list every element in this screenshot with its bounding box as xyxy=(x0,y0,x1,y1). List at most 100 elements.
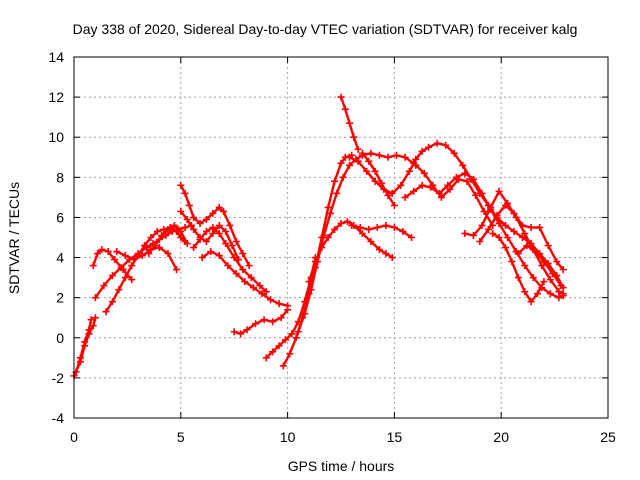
data-point xyxy=(177,181,185,189)
data-point xyxy=(418,181,426,189)
data-point xyxy=(98,246,106,254)
data-point xyxy=(390,223,398,231)
data-point xyxy=(358,149,366,157)
data-point xyxy=(365,225,373,233)
data-point xyxy=(85,326,93,334)
y-tick-label: 12 xyxy=(48,89,64,105)
data-point xyxy=(275,300,283,308)
data-point xyxy=(269,318,277,326)
data-point xyxy=(226,221,234,229)
data-point xyxy=(508,258,516,266)
data-point xyxy=(461,229,469,237)
data-point xyxy=(390,201,398,209)
data-point xyxy=(469,175,477,183)
data-point xyxy=(173,266,181,274)
data-point xyxy=(437,193,445,201)
data-point xyxy=(76,354,84,362)
series-track-11 xyxy=(198,248,292,310)
data-point xyxy=(215,229,223,237)
y-axis-label: SDTVAR / TECUs xyxy=(6,182,22,294)
data-point xyxy=(333,189,341,197)
data-point xyxy=(145,250,153,258)
data-point xyxy=(326,209,334,217)
data-point xyxy=(384,191,392,199)
data-point xyxy=(339,173,347,181)
data-point xyxy=(215,252,223,260)
y-tick-label: -2 xyxy=(52,370,65,386)
data-point xyxy=(222,227,230,235)
data-point xyxy=(521,262,529,270)
series-line xyxy=(361,152,396,207)
series-track-20 xyxy=(358,149,398,209)
data-point xyxy=(534,290,542,298)
data-point xyxy=(262,288,270,296)
data-point xyxy=(450,149,458,157)
data-point xyxy=(320,231,328,239)
data-point xyxy=(501,201,509,209)
data-point xyxy=(420,169,428,177)
data-point xyxy=(367,238,375,246)
data-point xyxy=(527,223,535,231)
data-point xyxy=(548,270,556,278)
data-point xyxy=(356,223,364,231)
data-point xyxy=(237,330,245,338)
data-point xyxy=(559,290,567,298)
data-point xyxy=(130,256,138,264)
data-point xyxy=(480,207,488,215)
series-line xyxy=(517,244,563,287)
data-point xyxy=(521,288,529,296)
data-point xyxy=(388,254,396,262)
data-point xyxy=(529,274,537,282)
data-point xyxy=(260,316,268,324)
data-point xyxy=(267,296,275,304)
data-point xyxy=(245,262,253,270)
data-point xyxy=(164,225,172,233)
series-line xyxy=(414,164,494,227)
data-point xyxy=(429,181,437,189)
data-point xyxy=(407,234,415,241)
data-point xyxy=(555,288,563,296)
data-point xyxy=(111,256,119,264)
data-point xyxy=(224,262,232,270)
data-point xyxy=(275,342,283,350)
data-point xyxy=(412,161,420,169)
data-point xyxy=(476,238,484,246)
data-point xyxy=(209,229,217,237)
data-point xyxy=(215,221,223,229)
data-point xyxy=(198,254,206,262)
data-point xyxy=(190,244,198,252)
data-point xyxy=(540,278,548,286)
data-point xyxy=(371,177,379,185)
y-tick-label: 6 xyxy=(56,209,64,225)
data-point xyxy=(164,250,172,258)
data-point xyxy=(228,242,236,250)
data-point xyxy=(230,328,238,336)
data-point xyxy=(489,229,497,237)
x-tick-label: 0 xyxy=(70,429,78,445)
data-point xyxy=(444,181,452,189)
data-point xyxy=(311,258,319,266)
data-point xyxy=(202,215,210,223)
data-point xyxy=(252,320,260,328)
data-point xyxy=(183,215,191,223)
data-point xyxy=(286,350,294,358)
data-point xyxy=(510,227,518,235)
plot-frame xyxy=(73,56,609,419)
series-layer xyxy=(70,93,567,380)
data-point xyxy=(358,229,366,237)
data-point xyxy=(401,153,409,161)
data-point xyxy=(181,189,189,197)
data-point xyxy=(425,143,433,151)
data-point xyxy=(258,290,266,298)
data-point xyxy=(277,314,285,322)
data-point xyxy=(155,244,163,252)
data-point xyxy=(207,248,215,256)
data-point xyxy=(279,362,287,370)
data-point xyxy=(514,250,522,258)
series-track-06 xyxy=(113,244,181,274)
data-point xyxy=(337,93,345,101)
data-point xyxy=(81,338,89,346)
data-point xyxy=(153,227,161,235)
series-track-03 xyxy=(89,246,136,284)
